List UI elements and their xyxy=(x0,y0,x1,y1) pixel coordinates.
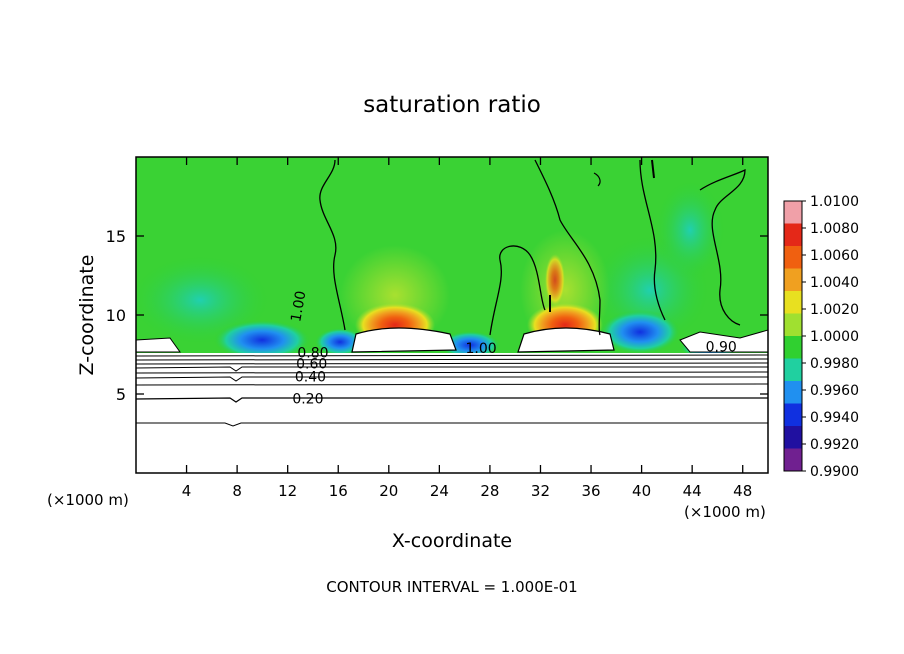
colorbar-label: 1.0080 xyxy=(810,221,859,237)
contour-label: 1.00 xyxy=(288,290,309,323)
x-tick-label: 24 xyxy=(430,482,449,500)
contour-label: 1.00 xyxy=(465,341,496,357)
y-tick-label: 15 xyxy=(106,227,126,246)
cloud-body xyxy=(517,327,615,353)
contour-line xyxy=(136,358,768,361)
colorbar-label: 0.9940 xyxy=(810,410,859,426)
x-tick-label: 4 xyxy=(182,482,192,500)
field-blue-patch xyxy=(600,310,680,354)
colorbar-label: 1.0060 xyxy=(810,248,859,264)
colorbar-swatch xyxy=(784,313,802,337)
contour-1.00 xyxy=(639,159,666,321)
colorbar-swatch xyxy=(784,426,802,449)
y-axis: 5 10 15 xyxy=(106,227,768,404)
colorbar-swatch xyxy=(784,223,802,247)
colorbar-swatch xyxy=(784,403,802,427)
colorbar-swatch xyxy=(784,201,802,224)
contour-1.00 xyxy=(489,245,546,336)
field-hot-plume xyxy=(545,254,565,306)
cloud-body xyxy=(351,327,457,353)
colorbar-label: 1.0000 xyxy=(810,329,859,345)
colorbar-swatch xyxy=(784,358,802,382)
field-cyan-patch xyxy=(655,180,725,280)
x-axis-label: X-coordinate xyxy=(392,530,512,552)
contour-0.40 xyxy=(136,383,768,386)
colorbar-label: 0.9980 xyxy=(810,356,859,372)
x-tick-label: 44 xyxy=(683,482,702,500)
cloud-body xyxy=(136,337,181,353)
contour-label: 0.60 xyxy=(296,357,327,373)
x-axis: 4 8 12 16 20 24 28 32 36 40 44 48 xyxy=(182,157,752,500)
x-unit-label-right: (×1000 m) xyxy=(684,503,766,521)
contour-label: 0.40 xyxy=(295,369,326,385)
colorbar-label: 1.0100 xyxy=(810,194,859,210)
contour-1.00 xyxy=(593,172,601,187)
y-axis-label: Z-coordinate xyxy=(76,255,98,376)
contour-0.10 xyxy=(136,422,768,427)
colorbar-label: 0.9960 xyxy=(810,383,859,399)
contour-label: 0.80 xyxy=(297,346,328,362)
contour-0.80 xyxy=(136,366,768,372)
field-subsaturated xyxy=(136,353,768,473)
colorbar-label: 1.0020 xyxy=(810,302,859,318)
contour-label: 0.20 xyxy=(292,391,323,407)
colorbar-swatch xyxy=(784,291,802,314)
x-tick-label: 12 xyxy=(278,482,297,500)
contour-interval-note: CONTOUR INTERVAL = 1.000E-01 xyxy=(326,578,577,596)
colorbar-swatch xyxy=(784,268,802,292)
plot-field: 1.00 1.00 0.90 0.800.600.40 0.20 xyxy=(136,157,768,473)
cloud-body xyxy=(679,329,768,353)
contour-line xyxy=(136,362,768,365)
contour-1.00 xyxy=(319,159,346,331)
colorbar-swatch xyxy=(784,246,802,269)
field-blue-patch xyxy=(440,331,500,359)
colorbar-label: 0.9900 xyxy=(810,464,859,480)
contour-0.20 xyxy=(136,397,768,403)
x-tick-label: 28 xyxy=(480,482,499,500)
x-tick-label: 48 xyxy=(733,482,752,500)
x-tick-label: 8 xyxy=(232,482,242,500)
colorbar-label: 1.0040 xyxy=(810,275,859,291)
x-tick-label: 20 xyxy=(379,482,398,500)
x-tick-label: 32 xyxy=(531,482,550,500)
contour-0.60 xyxy=(136,376,768,382)
colorbar: 1.0100 1.0080 1.0060 1.0040 1.0020 1.0000 0.99… xyxy=(783,194,859,480)
y-tick-label: 10 xyxy=(106,306,126,325)
contour-line xyxy=(136,371,768,374)
field-blue-patch xyxy=(214,320,310,360)
x-tick-label: 16 xyxy=(329,482,348,500)
contour-1.00 xyxy=(534,159,601,336)
chart-title: saturation ratio xyxy=(363,92,541,118)
x-tick-label: 36 xyxy=(581,482,600,500)
colorbar-swatch xyxy=(784,448,802,472)
contour-1.00 xyxy=(651,159,655,179)
field-cyan-patch xyxy=(136,255,270,345)
contour-1.00 xyxy=(699,168,746,326)
colorbar-swatch xyxy=(784,381,802,404)
x-tick-label: 40 xyxy=(632,482,651,500)
contour-0.90 xyxy=(136,354,768,357)
contour-label: 0.90 xyxy=(706,339,737,355)
x-unit-label-left: (×1000 m) xyxy=(47,491,129,509)
colorbar-swatch xyxy=(784,336,802,359)
y-tick-label: 5 xyxy=(116,385,126,404)
contour-labels: 1.00 1.00 0.90 0.800.600.40 0.20 xyxy=(288,290,737,408)
colorbar-label: 0.9920 xyxy=(810,437,859,453)
